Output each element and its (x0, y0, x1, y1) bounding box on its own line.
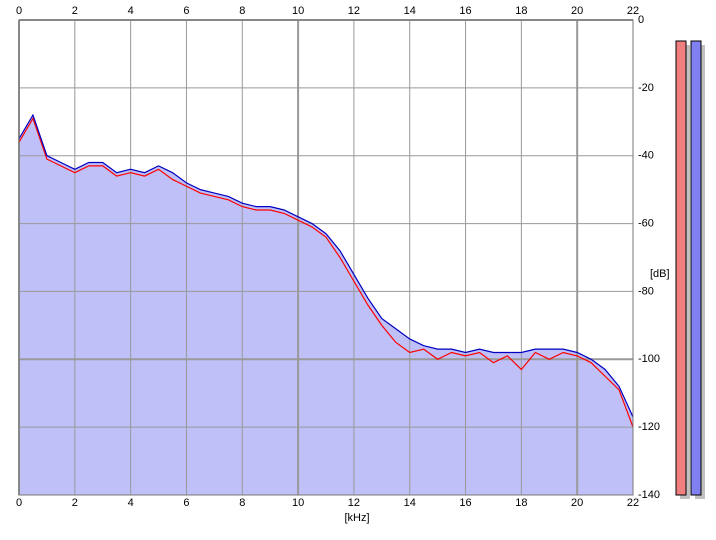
x-tick-label-top: 20 (571, 5, 583, 17)
x-tick-label: 12 (348, 497, 360, 509)
plot-frame (18, 19, 634, 496)
y-tick-label: -60 (638, 217, 654, 229)
x-tick-label: 10 (292, 497, 304, 509)
y-tick-label: -100 (638, 353, 660, 365)
x-tick-label: 8 (239, 497, 245, 509)
right-level-meter (690, 40, 702, 496)
x-axis-label: [kHz] (344, 512, 369, 524)
x-tick-label-top: 22 (627, 5, 639, 17)
x-tick-label: 6 (183, 497, 189, 509)
spectrum-area (19, 115, 633, 495)
spectrum-line (18, 113, 634, 418)
left-level-meter (675, 40, 687, 496)
x-tick-label-top: 16 (459, 5, 471, 17)
x-tick-label-top: 4 (128, 5, 134, 17)
x-tick-label-top: 2 (72, 5, 78, 17)
y-tick-label: -140 (638, 489, 660, 501)
x-tick-label: 14 (404, 497, 416, 509)
x-tick-label: 2 (72, 497, 78, 509)
x-tick-label: 16 (459, 497, 471, 509)
x-tick-label: 0 (16, 497, 22, 509)
x-tick-label-top: 8 (239, 5, 245, 17)
x-tick-label-top: 10 (292, 5, 304, 17)
x-tick-label-top: 14 (404, 5, 416, 17)
y-tick-label: -80 (638, 285, 654, 297)
x-tick-label: 22 (627, 497, 639, 509)
x-tick-label: 18 (515, 497, 527, 509)
y-tick-label: 0 (638, 14, 644, 26)
spectrum-line (18, 116, 634, 428)
y-tick-label: -120 (638, 421, 660, 433)
x-tick-label: 20 (571, 497, 583, 509)
x-tick-label: 4 (128, 497, 134, 509)
x-tick-label-top: 0 (16, 5, 22, 17)
x-tick-label-top: 6 (183, 5, 189, 17)
y-axis-label: [dB] (650, 268, 670, 280)
x-tick-label-top: 18 (515, 5, 527, 17)
y-tick-label: -40 (638, 150, 654, 162)
x-tick-label-top: 12 (348, 5, 360, 17)
y-tick-label: -20 (638, 82, 654, 94)
